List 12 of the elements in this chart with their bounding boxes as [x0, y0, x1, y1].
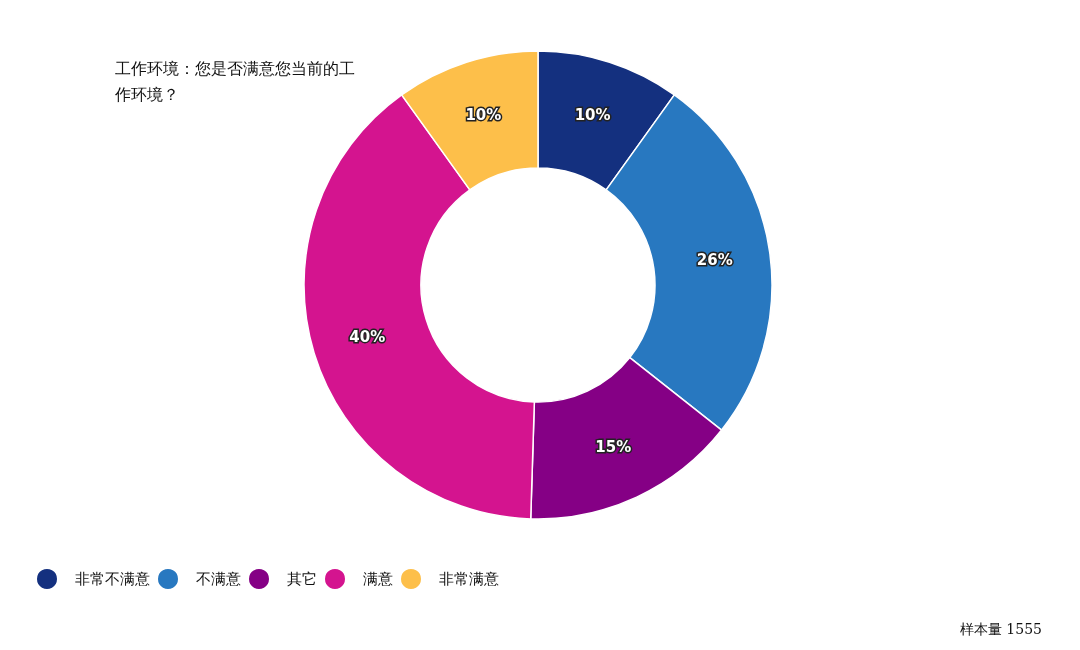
legend-label: 非常不满意 [75, 570, 150, 588]
legend-label: 满意 [363, 570, 393, 588]
text: 工作环境：您是否满意您当前的工作环境？ [114, 58, 355, 104]
text: 样本量 1555 [959, 621, 1043, 637]
legend-label: 非常满意 [439, 570, 499, 588]
data-label: 15% [595, 437, 632, 456]
legend-label: 其它 [287, 570, 317, 588]
data-label: 10% [465, 106, 502, 125]
data-label: 26% [696, 251, 733, 270]
data-label: 40% [349, 327, 386, 346]
data-label: 10% [574, 106, 611, 125]
legend-label: 不满意 [196, 570, 241, 588]
